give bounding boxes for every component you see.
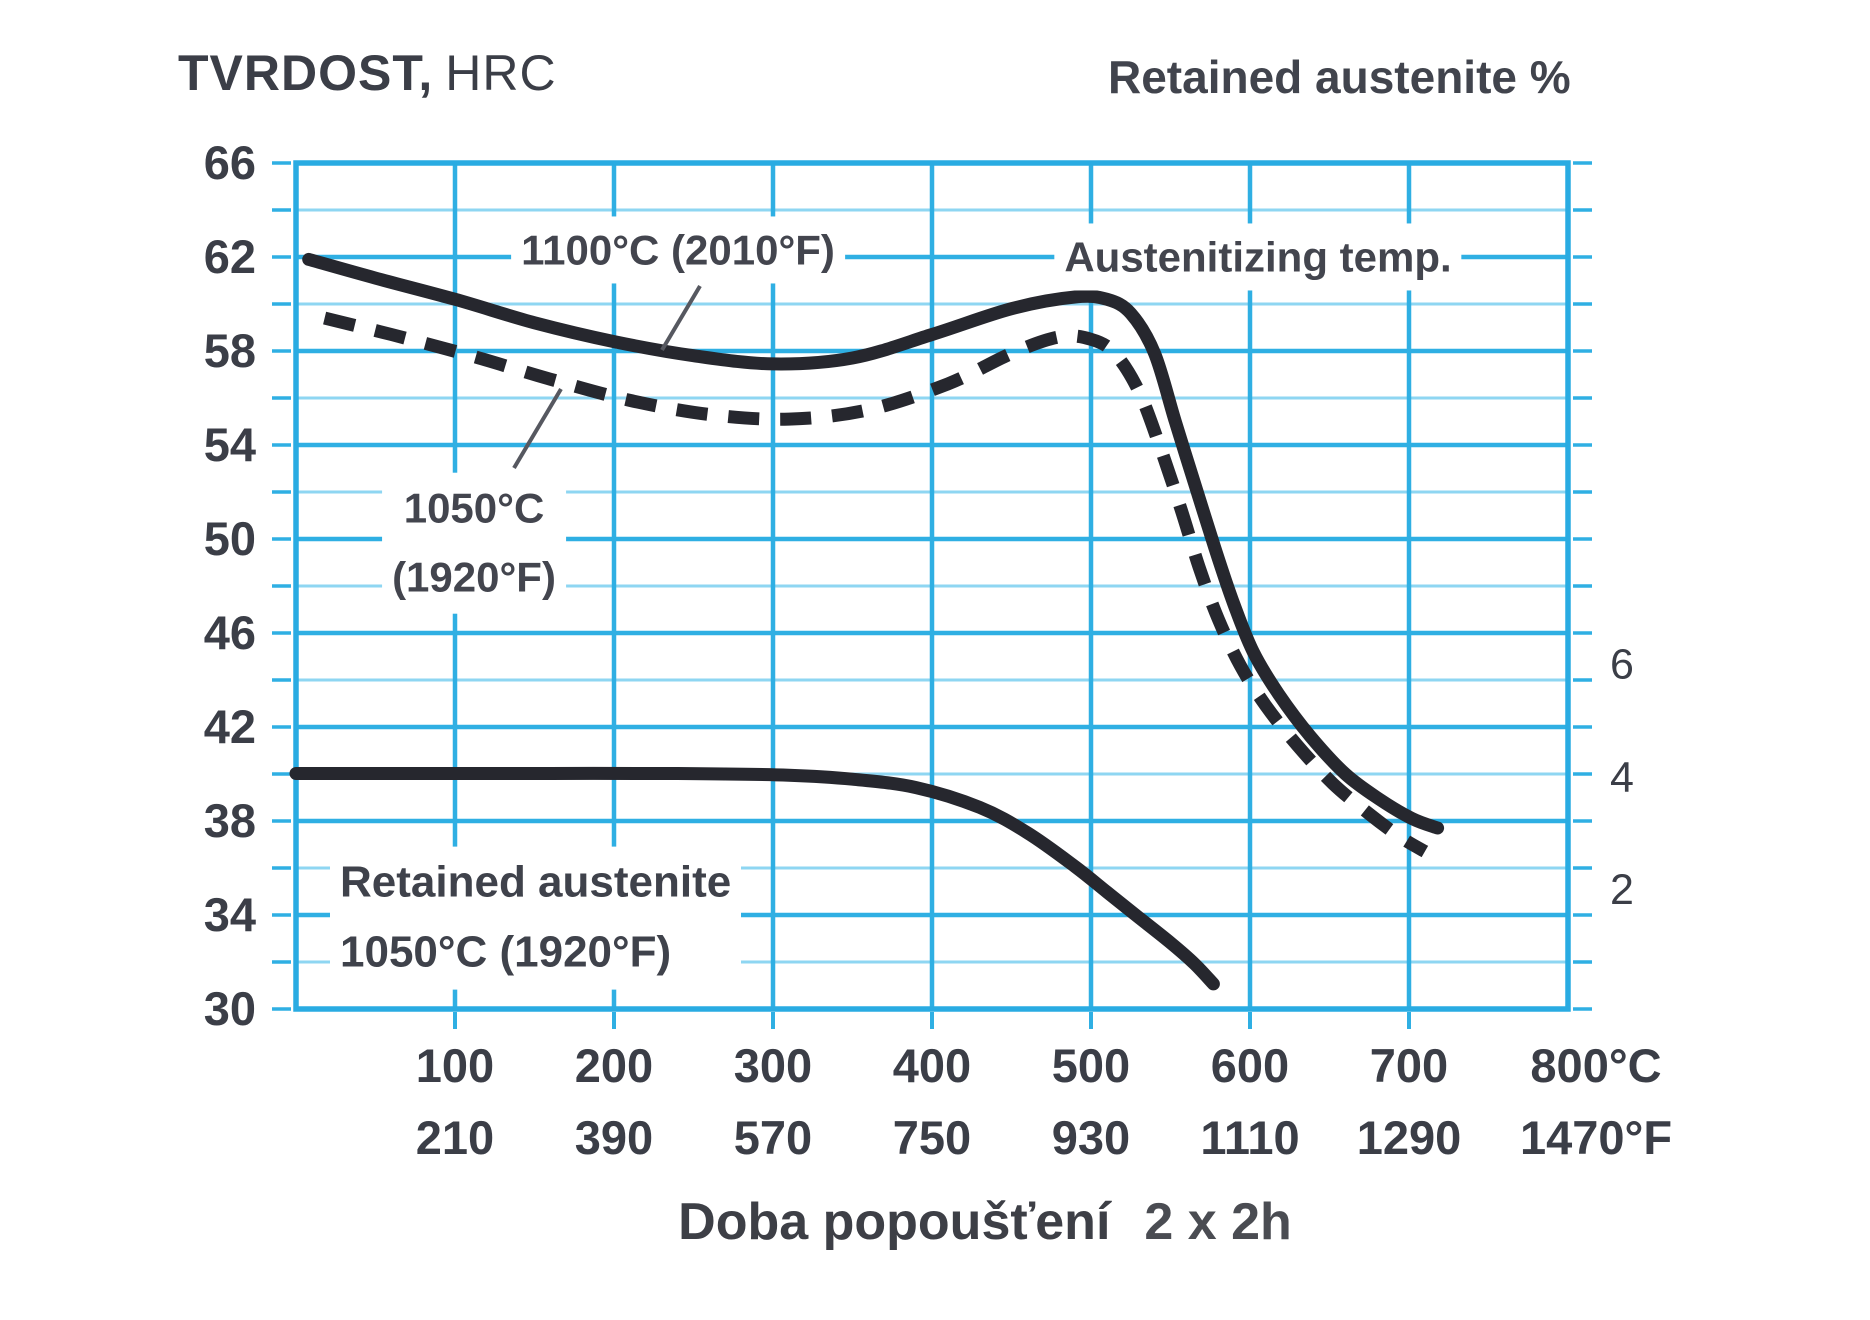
y-axis-label-left: 34 <box>204 888 256 941</box>
left-axis-title-unit: HRC <box>445 45 557 101</box>
retained-austenite-label: Retained austenite 1050°C (1920°F) <box>330 846 742 990</box>
x-axis-label-celsius: 700 <box>1370 1039 1448 1092</box>
x-axis-title-note: 2 x 2h <box>1144 1193 1292 1251</box>
plot-border <box>293 160 1571 1012</box>
y-axis-label-left: 50 <box>204 512 256 565</box>
series-label-1050: 1050°C (1920°F) <box>382 472 566 614</box>
x-axis-title: Doba popoušťení 2 x 2h <box>678 1192 1292 1252</box>
y-axis-label-right: 2 <box>1610 866 1634 914</box>
y-axis-label-right: 6 <box>1610 641 1634 689</box>
curve-retained-austenite <box>289 766 1220 991</box>
y-axis-label-right: 4 <box>1610 753 1634 801</box>
right-axis-title: Retained austenite % <box>1108 51 1571 103</box>
x-axis-label-fahrenheit: 930 <box>1052 1111 1130 1164</box>
x-axis-label-fahrenheit: 1290 <box>1357 1111 1462 1164</box>
x-axis-label-celsius: 800°C <box>1530 1039 1661 1092</box>
austenitizing-temp-note: Austenitizing temp. <box>1054 223 1462 291</box>
left-axis-title: TVRDOST, HRC <box>178 44 557 102</box>
x-axis-label-celsius: 200 <box>575 1039 653 1092</box>
x-axis-label-celsius: 600 <box>1211 1039 1289 1092</box>
leader-line-1050 <box>512 387 563 470</box>
retained-austenite-label-line2: 1050°C (1920°F) <box>340 928 672 977</box>
y-axis-label-left: 58 <box>204 324 256 377</box>
y-axis-label-left: 30 <box>204 982 256 1035</box>
series-label-1100: 1100°C (2010°F) <box>511 216 845 284</box>
series-label-1050-line1: 1050°C <box>403 484 545 532</box>
x-axis-label-fahrenheit: 1110 <box>1200 1111 1299 1164</box>
y-axis-label-left: 42 <box>204 700 256 753</box>
x-axis-label-fahrenheit: 210 <box>416 1111 494 1164</box>
retained-austenite-label-line1: Retained austenite <box>340 857 732 907</box>
x-axis-label-celsius: 100 <box>416 1039 494 1092</box>
x-axis-label-fahrenheit: 750 <box>893 1111 971 1164</box>
x-axis-label-fahrenheit: 570 <box>734 1111 812 1164</box>
x-axis-label-celsius: 500 <box>1052 1039 1130 1092</box>
y-axis-label-left: 38 <box>204 794 256 847</box>
x-axis-label-celsius: 300 <box>734 1039 812 1092</box>
y-axis-label-left: 66 <box>204 136 256 189</box>
x-axis-label-fahrenheit: 1470°F <box>1520 1111 1672 1164</box>
series-label-1050-line2: (1920°F) <box>392 554 556 601</box>
y-axis-label-left: 62 <box>204 230 256 283</box>
y-axis-label-left: 46 <box>204 606 256 659</box>
leader-line-1100 <box>660 284 702 352</box>
x-axis-title-main: Doba popoušťení <box>678 1193 1111 1251</box>
left-axis-title-main: TVRDOST, <box>178 45 434 101</box>
curve-1050c <box>323 311 1429 858</box>
y-axis-label-left: 54 <box>204 418 256 471</box>
curve-1100c <box>302 252 1445 835</box>
x-axis-label-celsius: 400 <box>893 1039 971 1092</box>
x-axis-label-fahrenheit: 390 <box>575 1111 653 1164</box>
